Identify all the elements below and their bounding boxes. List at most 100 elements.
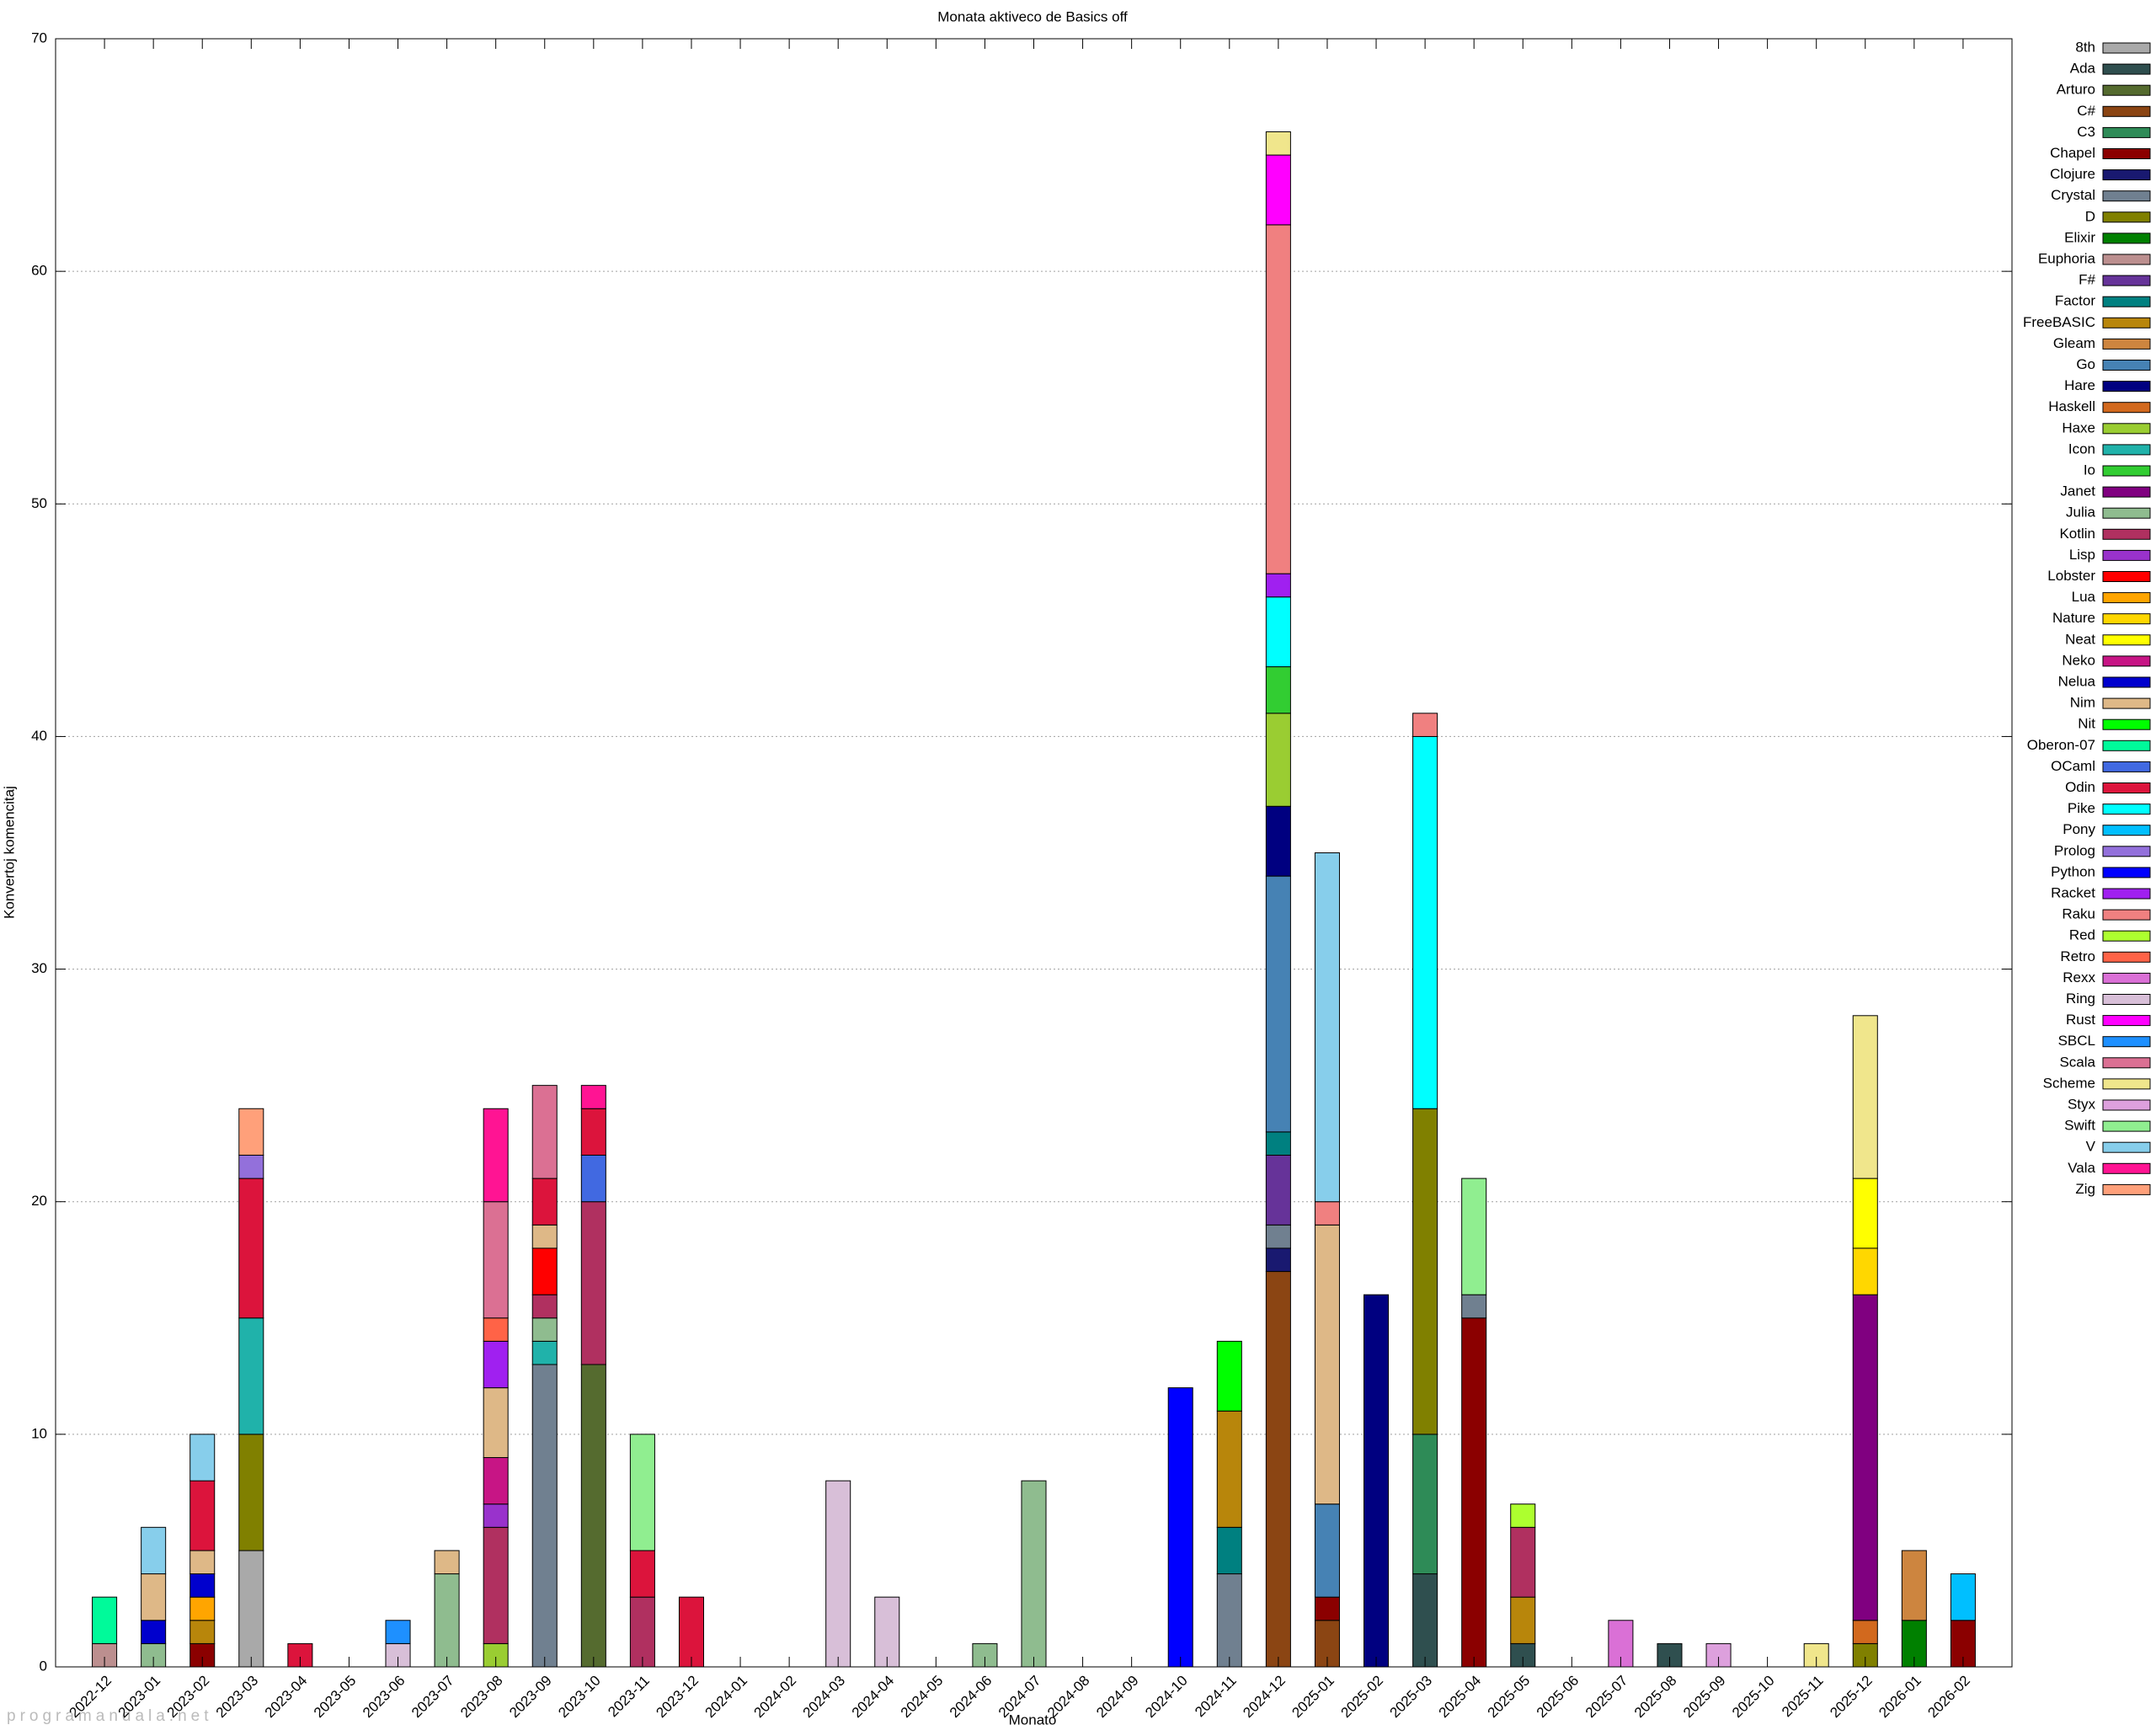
bar-segment bbox=[483, 1317, 509, 1342]
legend-label: F# bbox=[2079, 272, 2095, 288]
legend-swatch bbox=[2102, 1183, 2151, 1195]
bar-segment bbox=[580, 1108, 606, 1156]
bar-segment bbox=[483, 1387, 509, 1458]
y-tick-label: 40 bbox=[31, 728, 47, 744]
legend-label: Neko bbox=[2062, 652, 2095, 668]
legend-label: Lisp bbox=[2069, 547, 2095, 563]
x-tick-label: 2025-04 bbox=[1436, 1673, 1485, 1722]
legend-label: Scheme bbox=[2043, 1075, 2095, 1091]
legend-swatch bbox=[2102, 761, 2151, 772]
bar-segment bbox=[434, 1550, 460, 1575]
x-tick-label: 2024-04 bbox=[849, 1673, 898, 1722]
bar-segment bbox=[1265, 1154, 1291, 1226]
plot-frame bbox=[55, 38, 2013, 1668]
bar-segment bbox=[1265, 875, 1291, 1133]
bar-segment bbox=[189, 1434, 216, 1482]
legend-swatch bbox=[2102, 169, 2151, 181]
legend-label: 8th bbox=[2075, 39, 2095, 55]
bar-segment bbox=[531, 1247, 558, 1295]
legend-label: Zig bbox=[2075, 1181, 2095, 1197]
bar-segment bbox=[1412, 1434, 1438, 1575]
bar-segment bbox=[238, 1317, 264, 1435]
watermark: programandala.net bbox=[7, 1707, 213, 1725]
x-tick-label: 2025-06 bbox=[1534, 1673, 1582, 1722]
legend-label: Elixir bbox=[2064, 229, 2095, 245]
x-tick-label: 2024-09 bbox=[1093, 1673, 1142, 1722]
bar-segment bbox=[434, 1573, 460, 1668]
legend-label: Kotlin bbox=[2059, 526, 2095, 542]
legend-label: OCaml bbox=[2051, 758, 2095, 774]
legend-label: Rexx bbox=[2063, 969, 2095, 985]
bar-segment bbox=[189, 1620, 216, 1644]
legend-swatch bbox=[2102, 549, 2151, 561]
legend-label: D bbox=[2085, 208, 2095, 224]
bar-segment bbox=[1265, 713, 1291, 807]
legend-swatch bbox=[2102, 867, 2151, 879]
legend-swatch bbox=[2102, 676, 2151, 688]
legend-swatch bbox=[2102, 338, 2151, 350]
legend-label: FreeBASIC bbox=[2023, 314, 2095, 330]
legend-swatch bbox=[2102, 486, 2151, 498]
bar-segment bbox=[1265, 1271, 1291, 1668]
legend-swatch bbox=[2102, 1078, 2151, 1090]
y-tick-label: 30 bbox=[31, 960, 47, 976]
legend-label: Crystal bbox=[2051, 187, 2095, 203]
bar-segment bbox=[141, 1620, 167, 1644]
legend-swatch bbox=[2102, 592, 2151, 604]
legend-label: Racket bbox=[2051, 884, 2095, 900]
y-tick-label: 10 bbox=[31, 1425, 47, 1441]
legend-swatch bbox=[2102, 211, 2151, 223]
bar-segment bbox=[1265, 1247, 1291, 1273]
x-tick-label: 2025-01 bbox=[1289, 1673, 1337, 1722]
bar-segment bbox=[1265, 224, 1291, 574]
legend-label: Swift bbox=[2064, 1118, 2095, 1134]
bar-segment bbox=[1852, 1247, 1878, 1295]
bar-segment bbox=[483, 1201, 509, 1319]
legend-swatch bbox=[2102, 1099, 2151, 1111]
x-tick-label: 2023-06 bbox=[360, 1673, 408, 1722]
x-tick-label: 2024-08 bbox=[1044, 1673, 1093, 1722]
legend-label: Styx bbox=[2068, 1096, 2096, 1112]
legend-swatch bbox=[2102, 888, 2151, 900]
bar-segment bbox=[1265, 1224, 1291, 1249]
y-tick-label: 60 bbox=[31, 263, 47, 279]
bar-segment bbox=[1510, 1596, 1536, 1644]
bar-segment bbox=[874, 1596, 900, 1668]
bar-segment bbox=[531, 1178, 558, 1226]
bar-segment bbox=[1314, 852, 1340, 1203]
legend-label: Chapel bbox=[2050, 145, 2095, 161]
x-tick-label: 2025-02 bbox=[1337, 1673, 1386, 1722]
legend-label: Odin bbox=[2065, 779, 2095, 795]
bar-segment bbox=[1510, 1503, 1536, 1528]
y-tick-label: 20 bbox=[31, 1193, 47, 1209]
bar-segment bbox=[1364, 1294, 1390, 1668]
legend-label: Python bbox=[2051, 863, 2095, 879]
legend-label: Icon bbox=[2068, 441, 2095, 457]
bar-segment bbox=[580, 1364, 606, 1668]
legend-label: Prolog bbox=[2054, 842, 2095, 858]
x-tick-label: 2023-04 bbox=[262, 1673, 311, 1722]
legend-label: Nelua bbox=[2058, 673, 2096, 689]
legend-label: Hare bbox=[2064, 377, 2095, 393]
x-tick-label: 2024-11 bbox=[1192, 1673, 1240, 1721]
bar-segment bbox=[1461, 1317, 1487, 1668]
x-tick-label: 2025-12 bbox=[1827, 1673, 1876, 1722]
x-tick-label: 2023-03 bbox=[213, 1673, 262, 1722]
legend-label: Nit bbox=[2078, 716, 2095, 732]
legend-swatch bbox=[2102, 1141, 2151, 1153]
legend-label: Clojure bbox=[2050, 166, 2095, 182]
legend-swatch bbox=[2102, 613, 2151, 625]
x-tick-label: 2025-08 bbox=[1631, 1673, 1680, 1722]
legend-swatch bbox=[2102, 1120, 2151, 1132]
legend-label: Euphoria bbox=[2038, 250, 2096, 266]
legend-label: Gleam bbox=[2053, 335, 2095, 351]
y-tick-label: 50 bbox=[31, 495, 47, 511]
legend-swatch bbox=[2102, 1036, 2151, 1048]
legend-label: Pony bbox=[2063, 821, 2095, 837]
x-tick-label: 2023-05 bbox=[311, 1673, 360, 1722]
legend-swatch bbox=[2102, 148, 2151, 159]
legend-label: Arturo bbox=[2057, 82, 2095, 98]
legend-swatch bbox=[2102, 381, 2151, 393]
bar-segment bbox=[141, 1573, 167, 1621]
legend-swatch bbox=[2102, 317, 2151, 328]
